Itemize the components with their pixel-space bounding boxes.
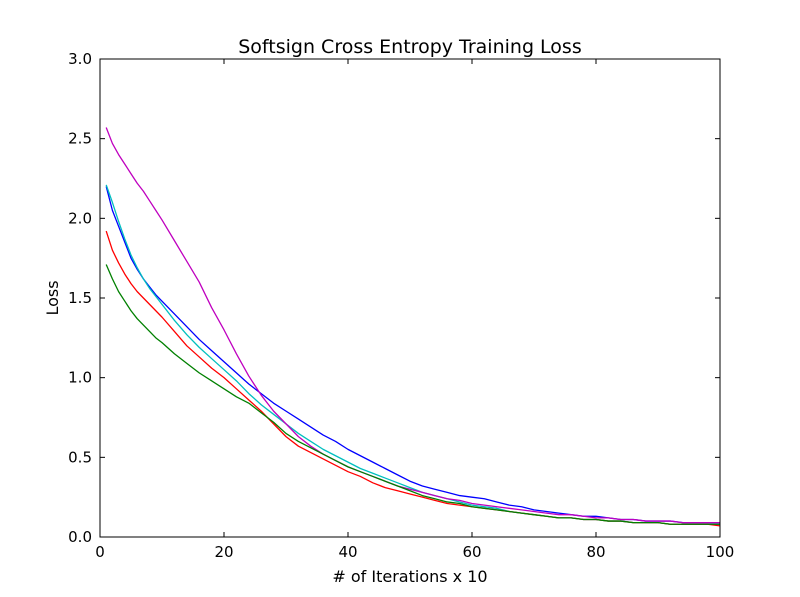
series-line-1 (105, 186, 720, 524)
plot-area-frame (99, 58, 721, 538)
x-axis-label: # of Iterations x 10 (332, 567, 487, 586)
x-tick-label: 40 (338, 543, 357, 561)
series-line-5 (105, 264, 720, 525)
y-tick-label: 2.5 (68, 130, 92, 148)
x-tick-label: 60 (462, 543, 481, 561)
y-tick-label: 2.0 (68, 209, 92, 227)
y-tick-label: 1.0 (68, 369, 92, 387)
x-tick-label: 0 (95, 543, 105, 561)
y-tick-label: 3.0 (68, 50, 92, 68)
chart-title: Softsign Cross Entropy Training Loss (238, 36, 581, 58)
series-line-2 (105, 184, 720, 525)
y-tick-label: 0.5 (68, 448, 92, 466)
y-axis-label: Loss (43, 280, 62, 315)
y-tick-label: 0.0 (68, 528, 92, 546)
series-layer (105, 127, 721, 527)
series-line-4 (105, 230, 721, 527)
x-tick-label: 80 (586, 543, 605, 561)
y-tick-label: 1.5 (68, 289, 92, 307)
series-line-3 (105, 127, 720, 524)
x-tick-label: 20 (214, 543, 233, 561)
x-tick-label: 100 (706, 543, 735, 561)
tick-layer: 0 20 40 60 80 100 0.0 0.5 1.0 1.5 2.0 2.5 3.0 (68, 50, 734, 561)
